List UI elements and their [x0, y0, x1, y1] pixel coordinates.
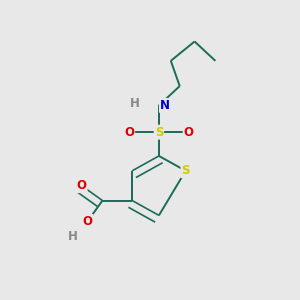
- Text: O: O: [184, 126, 194, 139]
- Text: H: H: [130, 98, 140, 110]
- Text: S: S: [182, 164, 190, 177]
- Text: O: O: [82, 215, 93, 228]
- Text: O: O: [124, 126, 134, 139]
- Text: O: O: [76, 179, 87, 192]
- Text: S: S: [155, 126, 163, 139]
- Text: N: N: [160, 99, 170, 112]
- Text: H: H: [68, 230, 78, 243]
